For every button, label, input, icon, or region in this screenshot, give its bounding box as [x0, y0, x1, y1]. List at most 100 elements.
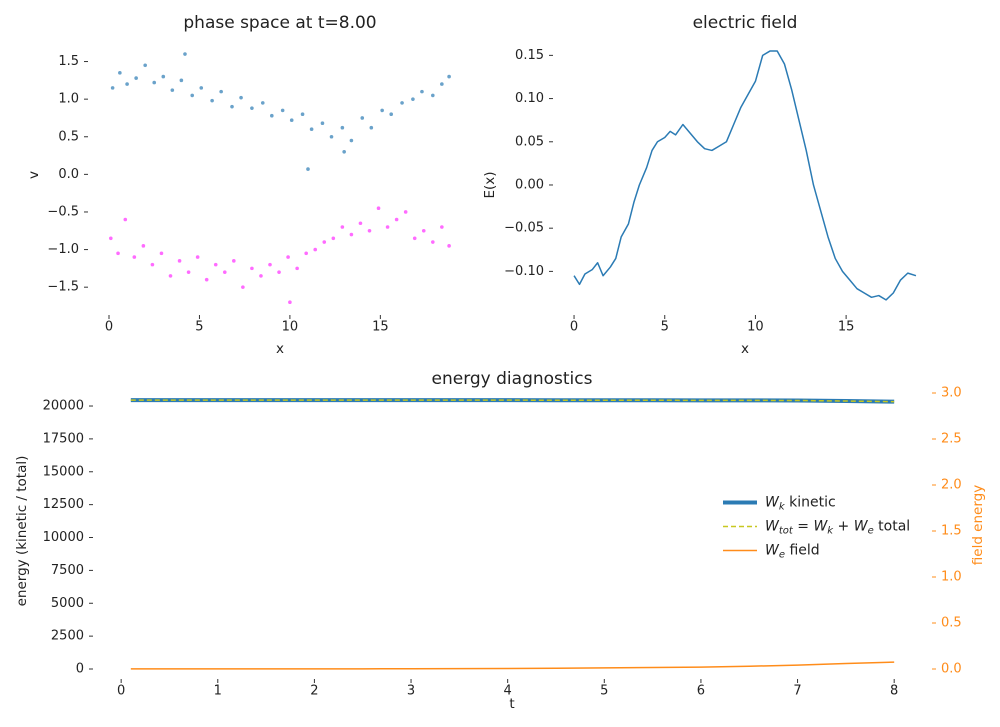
- x-tick-label: 1: [214, 684, 222, 699]
- legend-label: We​ field: [765, 543, 820, 561]
- scatter-point: [304, 251, 308, 256]
- scatter-point: [110, 86, 115, 90]
- x-tick-label: 5: [195, 320, 203, 335]
- chart-title: energy diagnostics: [432, 369, 593, 389]
- scatter-point: [177, 259, 182, 263]
- x-tick-label: 7: [793, 684, 801, 699]
- y-tick-label: 0.0: [58, 167, 79, 182]
- y2-tick-label: 2.5: [941, 432, 962, 447]
- scatter-point: [132, 255, 137, 259]
- scatter-point: [241, 285, 245, 289]
- scatter-point: [170, 88, 175, 92]
- scatter-point: [280, 108, 285, 113]
- scatter-point: [150, 262, 155, 267]
- scatter-point: [358, 221, 363, 226]
- x-tick-label: 5: [661, 320, 669, 335]
- x-axis-label: t: [509, 696, 514, 712]
- x-tick-label: 0: [117, 684, 125, 699]
- scatter-point: [286, 255, 290, 259]
- scatter-point: [300, 112, 305, 116]
- y-tick-label: 1.5: [58, 54, 79, 69]
- scatter-point: [260, 101, 265, 105]
- scatter-point: [431, 93, 435, 98]
- scatter-point: [118, 71, 122, 75]
- scatter-point: [447, 244, 451, 248]
- scatter-point: [309, 127, 314, 132]
- x-tick-label: 15: [372, 320, 389, 335]
- y2-tick-label: 2.0: [941, 478, 962, 493]
- y-tick-label: 7500: [51, 563, 84, 578]
- scatter-point: [210, 98, 214, 103]
- scatter-point: [152, 80, 157, 85]
- x-tick-label: 3: [407, 684, 415, 699]
- scatter-point: [239, 95, 243, 100]
- scatter-point: [195, 255, 200, 259]
- y-tick-label: 0: [76, 662, 84, 677]
- subplot: phase space at t=8.00 x v 0 5 10 15 −1.5 −1.0 −0.…: [26, 13, 451, 357]
- y-axis-label: energy (kinetic / total): [14, 456, 30, 607]
- scatter-point: [277, 270, 281, 274]
- x-tick-label: 4: [504, 684, 512, 699]
- y-tick-label: 15000: [43, 464, 84, 479]
- y-tick-label: 0.15: [515, 48, 544, 63]
- scatter-point: [134, 76, 138, 80]
- scatter-point: [331, 236, 336, 241]
- scatter-point: [320, 121, 325, 126]
- scatter-point: [411, 97, 415, 101]
- scatter-point: [168, 274, 173, 278]
- legend-label: Wtot​ = Wk​ + We​ total: [765, 519, 910, 537]
- scatter-point: [179, 78, 184, 83]
- y-tick-label: 2500: [51, 629, 84, 644]
- scatter-point: [420, 89, 424, 94]
- scatter-point: [109, 236, 113, 241]
- scatter-point: [190, 93, 195, 98]
- y-tick-label: 17500: [43, 431, 84, 446]
- scatter-point: [400, 101, 404, 105]
- data-line: [130, 399, 895, 403]
- scatter-point: [230, 104, 234, 109]
- y-axis-label: v: [26, 171, 42, 179]
- y-tick-label: −0.05: [504, 221, 544, 236]
- scatter-point: [329, 134, 334, 139]
- x-tick-label: 10: [747, 320, 764, 335]
- y-tick-label: −1.5: [47, 280, 79, 295]
- scatter-point: [219, 89, 223, 94]
- scatter-point: [412, 236, 417, 241]
- x-tick-label: 6: [697, 684, 705, 699]
- scatter-point: [403, 210, 408, 214]
- chart-title: electric field: [693, 13, 798, 33]
- subplot: electric field x E(x) 0 5 10 15 −0.10 −0.05 0.00 0…: [482, 13, 917, 357]
- y-tick-label: −0.10: [504, 264, 544, 279]
- y-tick-label: 0.00: [515, 177, 544, 192]
- scatter-point: [342, 150, 346, 154]
- scatter-point: [349, 232, 354, 237]
- scatter-point: [340, 125, 345, 130]
- scatter-point: [123, 217, 128, 222]
- scatter-point: [199, 86, 204, 90]
- scatter-point: [270, 113, 274, 118]
- y-tick-label: −1.0: [47, 242, 79, 257]
- scatter-point: [380, 108, 384, 113]
- scatter-point: [116, 251, 120, 256]
- x-tick-label: 8: [890, 684, 898, 699]
- scatter-point: [440, 225, 444, 229]
- scatter-point: [394, 217, 399, 222]
- scatter-point: [213, 262, 218, 267]
- scatter-point: [447, 74, 451, 79]
- y2-tick-label: 1.5: [941, 524, 962, 539]
- scatter-point: [322, 240, 327, 244]
- scatter-point: [250, 266, 254, 271]
- y2-tick-label: 1.0: [941, 570, 962, 585]
- y-tick-label: 0.05: [515, 134, 544, 149]
- scatter-point: [222, 270, 227, 274]
- y-tick-label: 12500: [43, 497, 84, 512]
- y2-axis-label: field energy: [970, 485, 986, 565]
- y-tick-label: 10000: [43, 530, 84, 545]
- scatter-point: [349, 138, 354, 143]
- scatter-point: [143, 63, 147, 68]
- y-tick-label: 0.5: [58, 129, 79, 144]
- legend-label: Wk​ kinetic: [765, 495, 836, 513]
- scatter-point: [288, 300, 292, 305]
- scatter-point: [125, 82, 129, 86]
